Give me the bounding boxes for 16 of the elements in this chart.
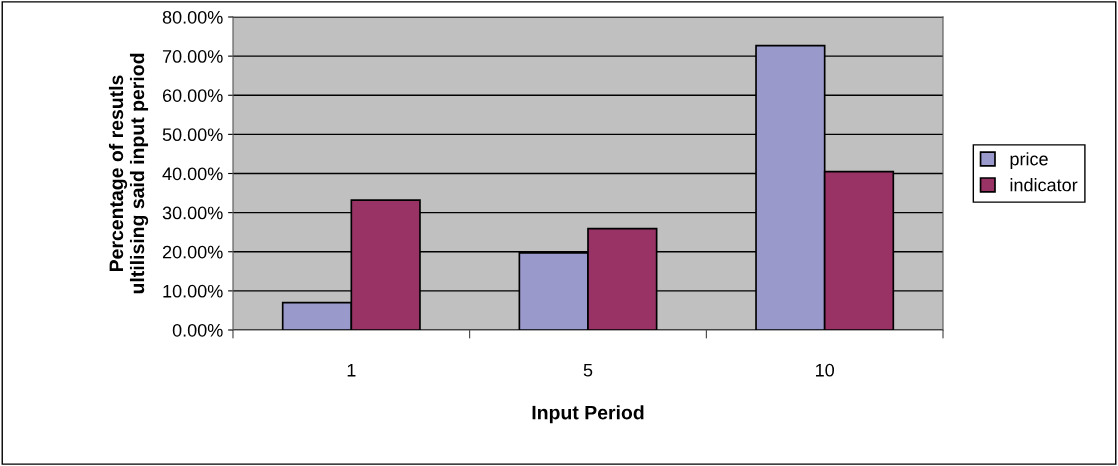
y-tick-label: 10.00% xyxy=(163,284,223,298)
y-tick-label: 80.00% xyxy=(162,10,223,24)
x-tick-label: 10 xyxy=(816,363,834,377)
y-tick-label: 30.00% xyxy=(162,206,223,220)
legend-label: indicator xyxy=(1010,178,1078,192)
x-tick-label: 5 xyxy=(583,364,593,377)
y-axis-title: Percentage of resutls ultilising said input period xyxy=(108,53,149,294)
legend-label: price xyxy=(1010,152,1048,169)
y-tick-label: 20.00% xyxy=(162,245,223,259)
y-tick-label: 70.00% xyxy=(162,50,223,63)
y-tick-label: 60.00% xyxy=(162,89,223,102)
y-tick-label: 40.00% xyxy=(162,167,223,181)
y-tick-label: 50.00% xyxy=(162,128,223,142)
x-axis-title: Input Period xyxy=(532,405,644,424)
y-tick-label: 0.00% xyxy=(172,323,223,337)
x-tick-label: 1 xyxy=(347,364,356,377)
